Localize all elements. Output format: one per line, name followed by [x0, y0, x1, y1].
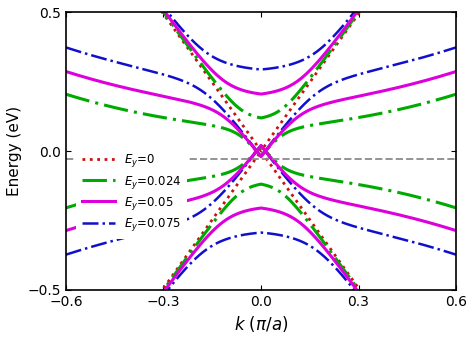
Line: $E_y$=0.05: $E_y$=0.05	[66, 0, 456, 94]
Line: $E_y$=0.075: $E_y$=0.075	[66, 0, 456, 70]
Line: $E_y$=0: $E_y$=0	[66, 0, 456, 151]
Line: $E_y$=0.024: $E_y$=0.024	[66, 0, 456, 118]
$E_y$=0	[229, 109, 235, 113]
X-axis label: $k$ $(\pi/a)$: $k$ $(\pi/a)$	[234, 314, 288, 334]
$E_y$=0	[213, 85, 219, 89]
$E_y$=0	[258, 149, 264, 153]
$E_y$=0.075	[258, 68, 264, 72]
$E_y$=0.024	[258, 116, 264, 120]
$E_y$=0.05	[213, 72, 219, 76]
$E_y$=0.024	[213, 80, 219, 85]
Y-axis label: Energy (eV): Energy (eV)	[7, 106, 22, 196]
$E_y$=0.024	[229, 100, 235, 104]
Legend: $E_y$=0, $E_y$=0.024, $E_y$=0.05, $E_y$=0.075: $E_y$=0, $E_y$=0.024, $E_y$=0.05, $E_y$=…	[76, 147, 187, 239]
$E_y$=0.075	[229, 63, 235, 67]
$E_y$=0.075	[213, 56, 219, 60]
$E_y$=0.05	[258, 92, 264, 96]
$E_y$=0.05	[229, 84, 235, 88]
